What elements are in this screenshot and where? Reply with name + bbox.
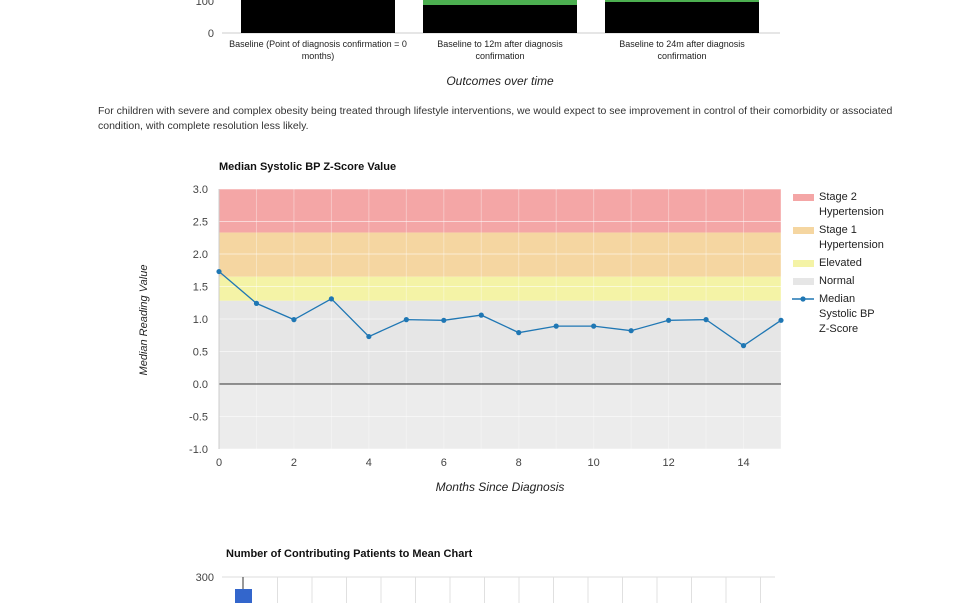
bp-y-tick-label: 1.0 [193, 314, 208, 326]
bp-legend: Stage 2 Hypertension Stage 1 Hypertension El… [792, 191, 884, 335]
bp-legend-label: Elevated [819, 257, 862, 269]
patients-y-tick-300: 300 [196, 572, 214, 584]
outcomes-category-label: Baseline to 24m after diagnosis confirma… [619, 39, 745, 61]
bp-data-point[interactable] [591, 323, 597, 329]
outcomes-bar-baseline [241, 0, 395, 33]
bp-band [219, 189, 781, 233]
bp-legend-marker [800, 296, 806, 302]
outcomes-category-label: Baseline (Point of diagnosis confirmatio… [229, 39, 407, 61]
bp-legend-swatch [793, 227, 814, 234]
bp-series-line [218, 271, 782, 347]
outcomes-bar-24m-top [605, 0, 759, 2]
bp-data-point[interactable] [628, 328, 634, 334]
bp-chart-title: Median Systolic BP Z-Score Value [219, 161, 396, 173]
patients-bar [235, 589, 252, 603]
bp-legend-label: Normal [819, 275, 854, 287]
bp-y-axis-title: Median Reading Value [138, 265, 150, 376]
bp-x-tick-label: 10 [588, 457, 600, 469]
bp-grid [218, 188, 782, 450]
outcomes-category-label: Baseline to 12m after diagnosis confirma… [437, 39, 563, 61]
bp-y-tick-label: 3.0 [193, 184, 208, 196]
bp-data-point[interactable] [441, 317, 447, 323]
patients-chart-title: Number of Contributing Patients to Mean … [226, 548, 473, 560]
bp-data-point[interactable] [478, 312, 484, 318]
outcomes-bar-12m-top [423, 0, 577, 5]
bp-y-tick-label: 0.5 [193, 347, 208, 359]
bp-band [219, 276, 781, 301]
bp-x-tick-label: 14 [737, 457, 749, 469]
bp-legend-label: Stage 2 Hypertension [819, 191, 884, 218]
bp-legend-swatch [793, 278, 814, 285]
bp-data-point[interactable] [516, 330, 522, 336]
bp-data-point[interactable] [216, 268, 222, 275]
bp-y-tick-label: 2.0 [193, 249, 208, 261]
outcomes-y-tick-0: 0 [208, 28, 214, 40]
patients-chart: Number of Contributing Patients to Mean … [196, 548, 775, 603]
outcomes-chart-svg: 100 0 Outcomes over time [196, 0, 780, 88]
bp-legend-swatch [793, 194, 814, 201]
bp-data-point[interactable] [666, 317, 672, 323]
bp-series [216, 268, 784, 349]
bp-bands [219, 189, 781, 449]
outcomes-bar-24m [605, 0, 759, 33]
bp-band [219, 232, 781, 277]
bp-x-tick-label: 12 [662, 457, 674, 469]
bp-x-ticks: 0 2 4 6 8 10 12 14 [216, 457, 750, 469]
bp-data-point[interactable] [366, 333, 372, 340]
bp-x-tick-label: 8 [516, 457, 522, 469]
bp-data-point[interactable] [403, 317, 409, 323]
bp-y-tick-label: 2.5 [193, 217, 208, 229]
outcomes-y-tick-100: 100 [196, 0, 214, 8]
patients-vgrid [242, 577, 761, 603]
description-paragraph: For children with severe and complex obe… [98, 105, 893, 132]
bp-x-tick-label: 4 [366, 457, 372, 469]
bp-y-tick-label: -1.0 [189, 444, 208, 456]
bp-y-tick-label: 1.5 [193, 282, 208, 294]
bp-legend-label: Median Systolic BP Z-Score [819, 293, 875, 335]
bp-data-point[interactable] [778, 317, 784, 323]
bp-x-tick-label: 0 [216, 457, 222, 469]
bp-y-ticks: 3.0 2.5 2.0 1.5 1.0 0.5 0.0 -0.5 -1.0 [189, 184, 208, 456]
bp-x-tick-label: 6 [441, 457, 447, 469]
bp-y-tick-label: 0.0 [193, 379, 208, 391]
bp-x-axis-title: Months Since Diagnosis [436, 480, 565, 494]
bp-data-point[interactable] [553, 323, 559, 329]
bp-data-point[interactable] [740, 343, 747, 349]
bp-y-tick-label: -0.5 [189, 412, 208, 424]
bp-data-point[interactable] [328, 296, 334, 302]
bp-legend-swatch [793, 260, 814, 267]
bp-data-point[interactable] [291, 317, 297, 323]
bp-data-point[interactable] [253, 300, 260, 306]
bp-zscore-chart: 3.0 2.5 2.0 1.5 1.0 0.5 0.0 -0.5 -1.0 0 2 4 6 8 10 12 1… [138, 161, 884, 494]
outcomes-bar-12m [423, 0, 577, 33]
bp-legend-label: Stage 1 Hypertension [819, 224, 884, 251]
bp-x-tick-label: 2 [291, 457, 297, 469]
outcomes-x-axis-title: Outcomes over time [446, 74, 554, 88]
bp-data-point[interactable] [703, 317, 709, 323]
